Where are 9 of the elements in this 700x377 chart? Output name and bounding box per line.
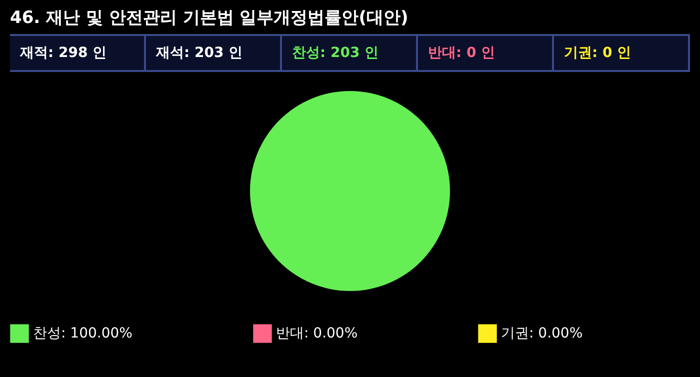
text: 기권: 0 인 bbox=[554, 36, 690, 70]
text: 재석: 203 인 bbox=[146, 36, 282, 70]
legend-label: 기권: 0.00% bbox=[501, 326, 583, 342]
text: 재적: 298 인 bbox=[10, 36, 146, 70]
chart-title: 46. 재난 및 안전관리 기본법 일부개정법률안(대안) bbox=[9, 7, 410, 30]
text: 반대: 0 인 bbox=[418, 36, 554, 70]
text: 찬성: 203 인 bbox=[282, 36, 418, 70]
legend-label: 반대: 0.00% bbox=[276, 326, 358, 342]
legend-label: 찬성: 100.00% bbox=[33, 326, 132, 342]
